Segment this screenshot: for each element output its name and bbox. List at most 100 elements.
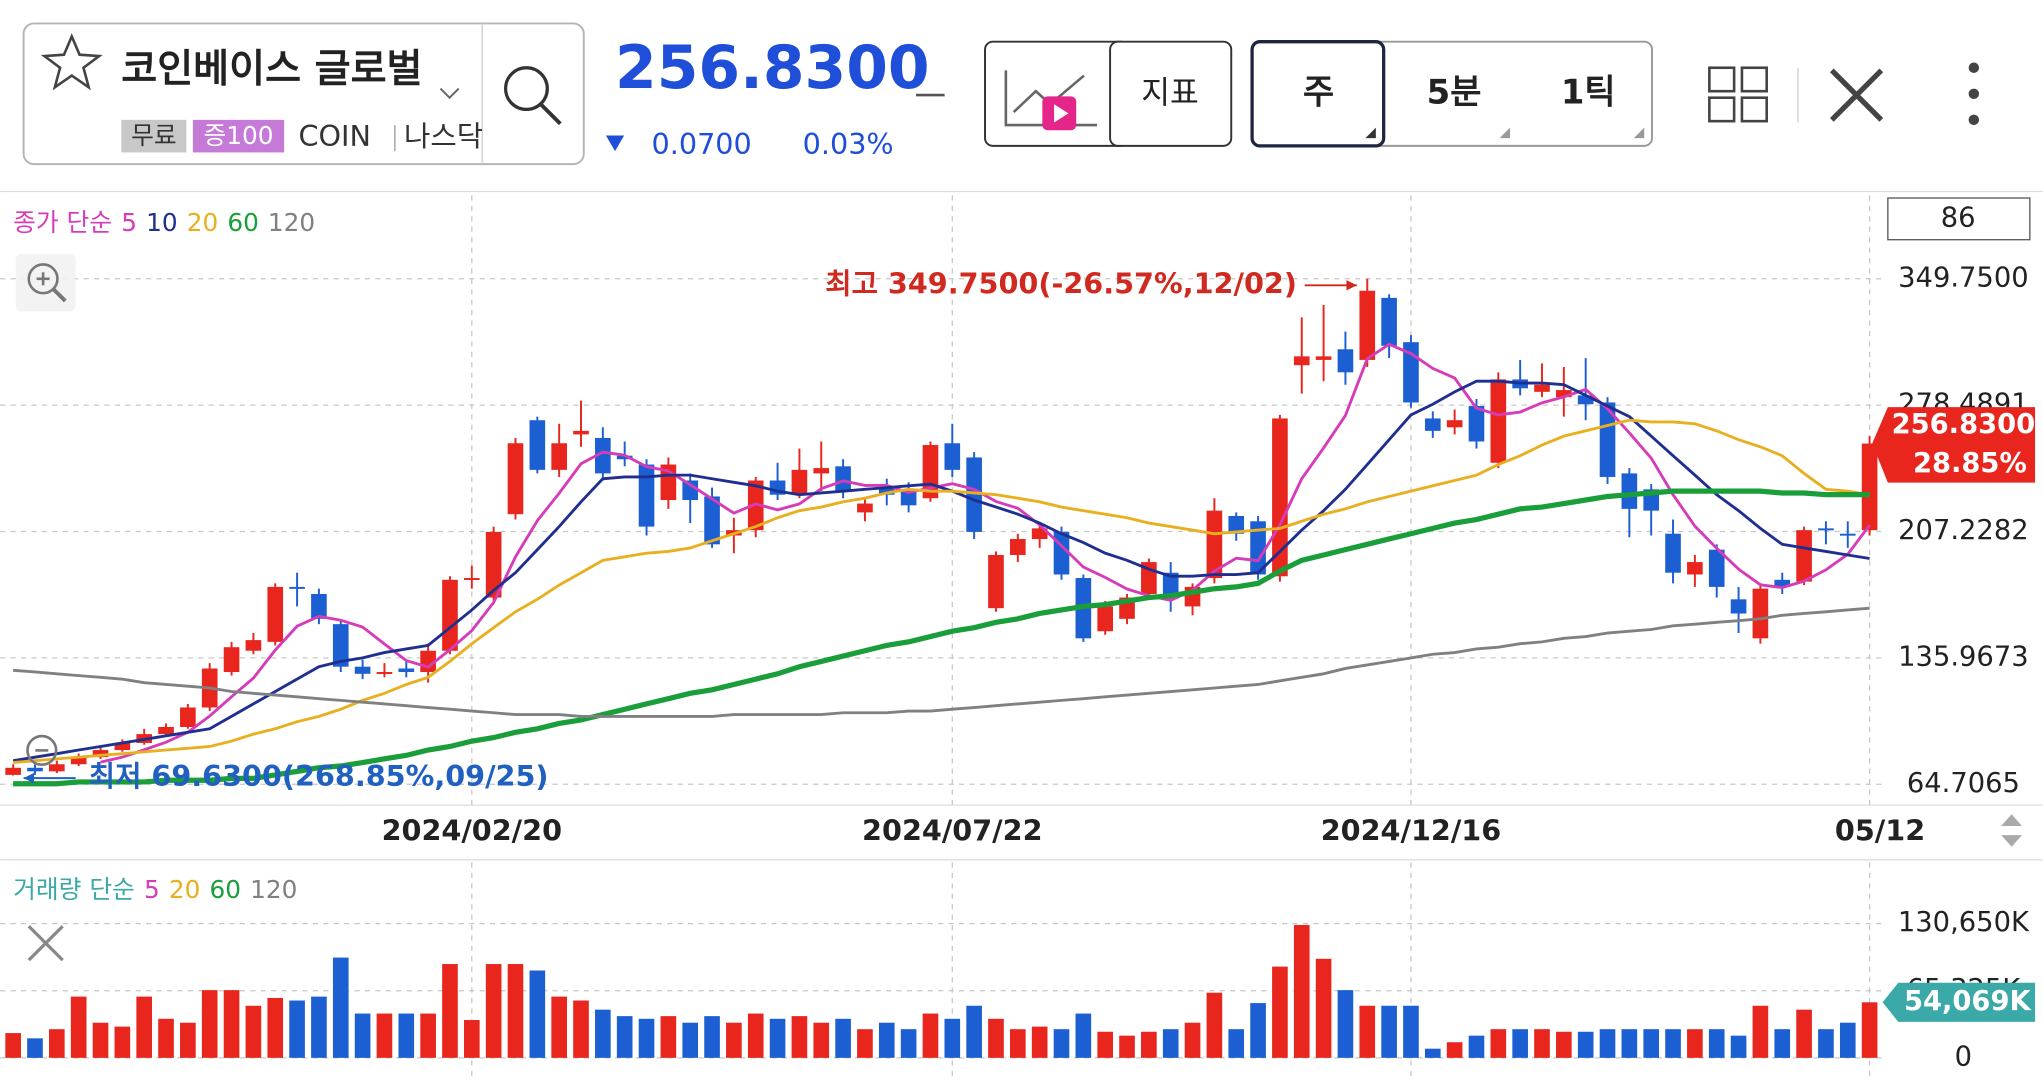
x-tick-label: 2024/07/22 — [862, 813, 1042, 847]
button-box[interactable] — [1109, 40, 1233, 147]
candle-body — [267, 586, 284, 642]
zoom-out[interactable] — [26, 734, 58, 767]
tag-bg — [121, 119, 187, 153]
zoom-icon — [52, 287, 67, 303]
candle-body — [70, 757, 87, 765]
volume-bar — [1162, 1029, 1179, 1058]
legend-title: 종가 단순 — [13, 208, 112, 237]
candle-body — [1621, 473, 1638, 509]
candle-body — [638, 464, 655, 527]
layout-icon[interactable] — [1708, 66, 1768, 123]
period-label[interactable]: 1틱 — [1561, 72, 1616, 111]
volume-bar — [1752, 1005, 1769, 1058]
legend-entry: 5 — [144, 875, 160, 904]
candle-body — [1206, 510, 1223, 579]
more-menu[interactable] — [1968, 62, 1980, 126]
volume-bar — [1621, 1029, 1638, 1058]
volume-bar — [1468, 1035, 1485, 1058]
volume-bar — [682, 1022, 699, 1058]
candle-body — [1665, 533, 1681, 573]
candle-body — [1359, 290, 1376, 360]
volume-bar — [485, 964, 502, 1058]
volume-bar — [900, 1029, 917, 1058]
indicator-button[interactable]: 지표 — [1109, 40, 1233, 147]
volume-bar — [1599, 1029, 1616, 1058]
dot — [1968, 62, 1980, 73]
tag: 무료 — [131, 121, 177, 150]
scroll-down[interactable] — [2001, 835, 2023, 847]
legend-entry: 20 — [169, 875, 201, 904]
volume-bar — [1031, 1026, 1048, 1058]
favorite-icon[interactable] — [40, 33, 103, 91]
candle-body — [1162, 572, 1179, 598]
candle-body — [180, 707, 196, 727]
period-selected[interactable] — [1250, 40, 1386, 148]
candle-body — [1861, 443, 1878, 531]
y-tick-label: 64.7065 — [1907, 768, 2020, 799]
volume-bar — [289, 1000, 305, 1058]
chevron[interactable] — [439, 87, 460, 100]
candle-body — [1337, 349, 1354, 373]
candle-body — [1228, 515, 1245, 534]
close-volume[interactable] — [27, 925, 64, 962]
candle-body — [1490, 379, 1507, 463]
volume-bar — [616, 1016, 633, 1058]
volume-bar — [354, 1013, 371, 1058]
volume-bar — [5, 1033, 21, 1058]
candle-body — [835, 466, 851, 492]
zoom-bg[interactable] — [15, 254, 76, 312]
candle-body — [332, 624, 349, 667]
zoom-in[interactable] — [15, 254, 76, 312]
zoom-icon[interactable] — [26, 734, 58, 767]
volume-bar — [988, 1018, 1004, 1058]
period-label[interactable]: 5분 — [1427, 72, 1482, 111]
close-icon — [27, 925, 64, 962]
volume-bar — [1490, 1029, 1507, 1058]
last-price-tag — [1872, 407, 2036, 483]
chart-type-button[interactable] — [984, 40, 1130, 147]
volume-bar — [158, 1018, 174, 1058]
stock-selector[interactable]: 코인베이스 글로벌 무료 증100 COIN 나스닥 — [22, 22, 585, 166]
icon-cell — [1708, 66, 1736, 93]
period-selector[interactable]: 주 5분 1틱 — [1250, 40, 1654, 148]
candle-body — [551, 443, 567, 470]
candle-body — [1446, 420, 1463, 428]
x-tick-label: 2024/12/16 — [1321, 813, 1501, 847]
volume-bar — [92, 1022, 109, 1058]
candle-body — [1796, 530, 1812, 582]
volume-bar — [944, 1018, 961, 1058]
volume-bar — [1577, 1031, 1594, 1058]
volume-bar — [1643, 1029, 1660, 1058]
volume-bar — [1861, 1002, 1878, 1058]
period-label[interactable]: 주 — [1303, 72, 1334, 111]
candle-body — [1031, 528, 1048, 540]
volume-bar — [1250, 1003, 1266, 1058]
y-tick-label: 207.2282 — [1898, 515, 2028, 546]
scroll-up[interactable] — [2001, 814, 2023, 826]
ma-line — [13, 606, 1870, 718]
candle-body — [1839, 533, 1856, 536]
button-label: 지표 — [1141, 75, 1199, 111]
volume-bar — [376, 1013, 393, 1058]
legend-entry: 120 — [268, 208, 315, 237]
volume-bar — [857, 1029, 873, 1058]
candle-body — [1730, 599, 1747, 614]
legend-entry: 120 — [250, 875, 297, 904]
search-icon[interactable] — [503, 66, 549, 112]
candle-body — [1315, 356, 1332, 360]
volume-bar — [507, 964, 524, 1058]
settings-icon[interactable] — [1829, 68, 1884, 122]
market: 나스닥 — [404, 119, 483, 153]
volume-bar — [1774, 1029, 1791, 1058]
y-tick-label: 130,650K — [1898, 907, 2030, 938]
volume-bar — [922, 1013, 939, 1058]
candle-body — [900, 491, 917, 506]
volume-bar — [1556, 1031, 1572, 1058]
candle-body — [1293, 356, 1310, 366]
candle-body — [92, 750, 109, 758]
volume-bar — [442, 964, 458, 1058]
high-annotation: 최고 349.7500(-26.57%,12/02) — [825, 266, 1297, 300]
candle-body — [1424, 418, 1441, 431]
volume-bar — [1687, 1029, 1703, 1058]
